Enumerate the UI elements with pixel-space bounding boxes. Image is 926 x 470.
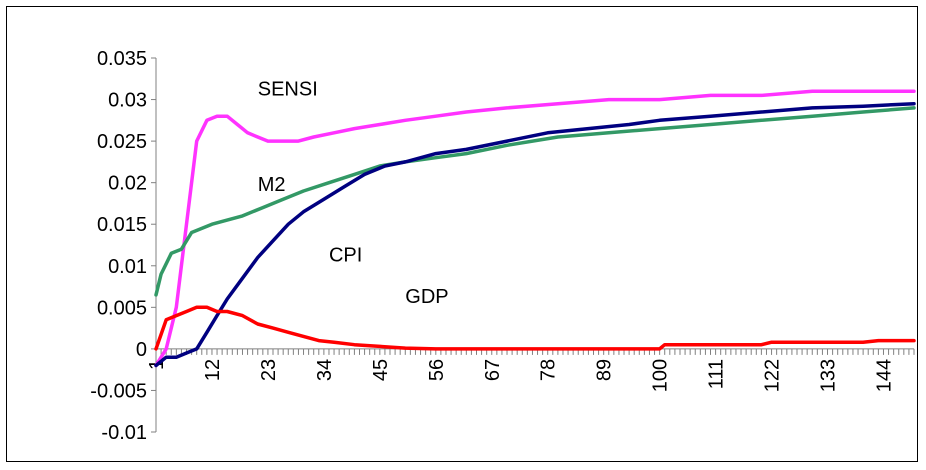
x-tick-label: 89 (594, 359, 616, 381)
x-tick-label: 34 (314, 359, 336, 381)
x-tick-label: 133 (818, 359, 840, 392)
chart-axes: 0.035 0.03 0.025 0.02 0.015 0.01 0.005 0 -0.005 -… (90, 48, 915, 444)
y-tick-label: 0.02 (108, 173, 147, 195)
x-tick-label: 122 (762, 359, 784, 392)
x-tick-label: 111 (706, 359, 728, 389)
y-tick-label: 0.015 (97, 214, 147, 236)
series-line-gdp (154, 305, 916, 351)
x-tick-label: 23 (258, 359, 280, 381)
y-tick-label: 0.01 (108, 256, 147, 278)
series-line-cpi (154, 101, 916, 368)
chart-annotations: SENSI M2 CPI GDP (258, 78, 449, 308)
series-label-gdp: GDP (405, 286, 448, 308)
x-tick-label: 67 (482, 359, 504, 381)
x-tick-label: 45 (370, 359, 392, 381)
y-tick-label: 0.025 (97, 131, 147, 153)
y-tick-label: 0.03 (108, 90, 147, 112)
y-tick-label: 0 (136, 339, 147, 361)
series-label-m2: M2 (258, 174, 286, 196)
series-line-m2 (154, 106, 916, 297)
y-tick-label: -0.01 (101, 422, 147, 444)
x-tick-label: 12 (202, 359, 224, 381)
x-tick-label: 144 (873, 359, 895, 392)
y-tick-label: -0.005 (90, 380, 147, 402)
chart-frame (6, 6, 918, 462)
y-tick-label: 0.035 (97, 48, 147, 70)
y-tick-label: 0.005 (97, 297, 147, 319)
series-line-sensi (154, 89, 916, 368)
x-tick-label: 78 (538, 359, 560, 381)
x-tick-label: 100 (650, 359, 672, 392)
x-tick-label: 56 (426, 359, 448, 381)
series-label-cpi: CPI (329, 245, 362, 267)
chart-series (154, 89, 916, 368)
series-label-sensi: SENSI (258, 78, 318, 100)
